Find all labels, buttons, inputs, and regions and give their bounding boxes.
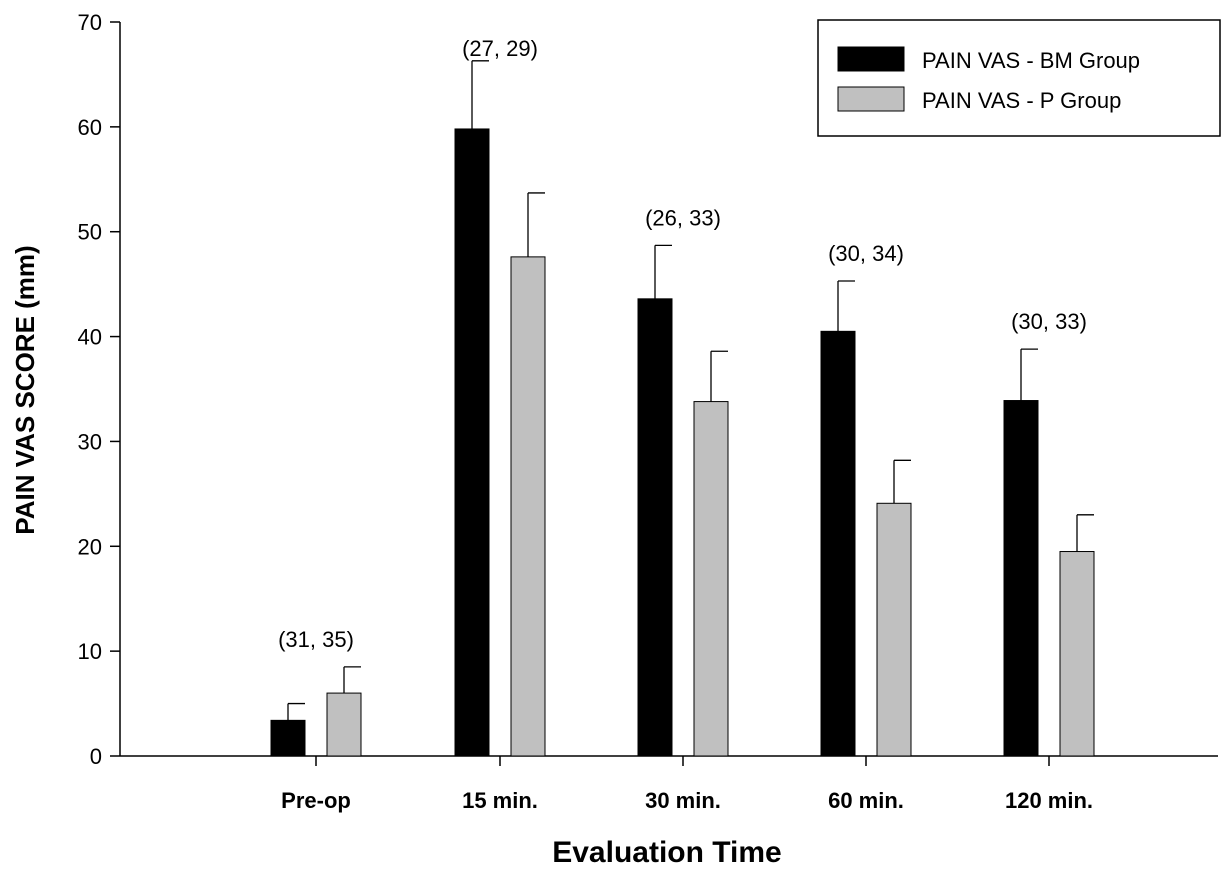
annotation-label: (30, 33) bbox=[1011, 309, 1087, 334]
bars bbox=[270, 128, 1095, 757]
y-tick-label: 50 bbox=[78, 220, 102, 245]
bar-p-group bbox=[693, 401, 729, 757]
x-tick-label: 120 min. bbox=[1005, 788, 1093, 813]
y-tick-label: 0 bbox=[90, 744, 102, 769]
annotation-label: (27, 29) bbox=[462, 36, 538, 61]
bar-p-group bbox=[510, 256, 546, 757]
legend-label-p: PAIN VAS - P Group bbox=[922, 88, 1121, 113]
y-tick-label: 20 bbox=[78, 534, 102, 559]
bar-p-group bbox=[1059, 551, 1095, 757]
x-axis-title: Evaluation Time bbox=[552, 836, 782, 869]
y-tick-label: 40 bbox=[78, 325, 102, 350]
x-ticks: Pre-op 15 min. 30 min. 60 min. 120 min. bbox=[281, 756, 1093, 813]
y-tick-label: 60 bbox=[78, 115, 102, 140]
x-tick-label: 30 min. bbox=[645, 788, 721, 813]
legend: PAIN VAS - BM Group PAIN VAS - P Group bbox=[817, 19, 1221, 137]
x-tick-label: Pre-op bbox=[281, 788, 351, 813]
legend-label-bm: PAIN VAS - BM Group bbox=[922, 48, 1140, 73]
bar-bm-group bbox=[1003, 400, 1039, 757]
bar-p-group bbox=[876, 502, 912, 757]
bar-bm-group bbox=[637, 298, 673, 757]
bar-p-group bbox=[326, 692, 362, 757]
bar-bm-group bbox=[270, 719, 306, 757]
y-axis-title: PAIN VAS SCORE (mm) bbox=[10, 245, 40, 534]
bar-bm-group bbox=[820, 330, 856, 757]
legend-box bbox=[817, 19, 1221, 137]
y-tick-label: 30 bbox=[78, 429, 102, 454]
sample-size-annotations: (31, 35) (27, 29) (26, 33) (30, 34) (30, 33) bbox=[278, 36, 1087, 652]
y-ticks: 0 10 20 30 40 50 60 70 bbox=[78, 10, 120, 769]
annotation-label: (26, 33) bbox=[645, 205, 721, 230]
x-tick-label: 15 min. bbox=[462, 788, 538, 813]
y-tick-label: 10 bbox=[78, 639, 102, 664]
annotation-label: (31, 35) bbox=[278, 627, 354, 652]
error-bars bbox=[287, 60, 1094, 721]
x-tick-label: 60 min. bbox=[828, 788, 904, 813]
y-tick-label: 70 bbox=[78, 10, 102, 35]
annotation-label: (30, 34) bbox=[828, 241, 904, 266]
legend-swatch-bm bbox=[837, 46, 905, 72]
legend-swatch-p bbox=[837, 86, 905, 112]
bar-bm-group bbox=[454, 128, 490, 757]
